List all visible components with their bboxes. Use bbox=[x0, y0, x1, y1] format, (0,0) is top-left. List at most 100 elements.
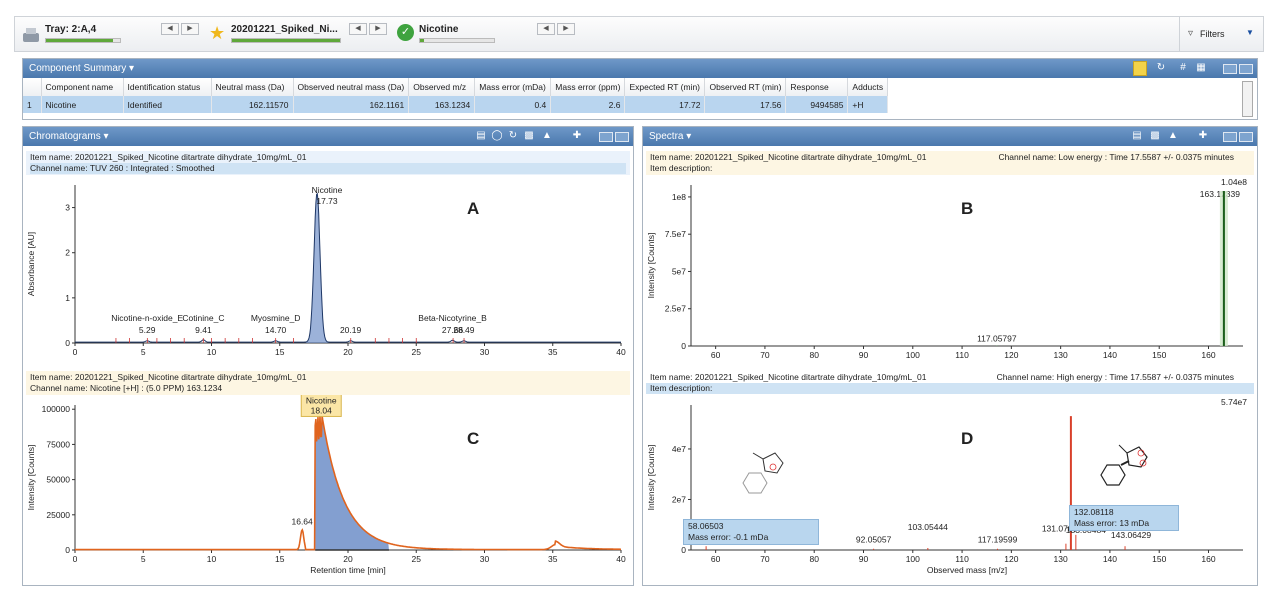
column-header[interactable]: Component name bbox=[41, 78, 124, 96]
table-cell: 162.11570 bbox=[211, 96, 294, 113]
toolbar-refresh-icon[interactable]: ↻ bbox=[508, 130, 518, 141]
column-header[interactable]: Observed neutral mass (Da) bbox=[293, 78, 410, 96]
column-header[interactable]: Expected RT (min) bbox=[624, 78, 706, 96]
filters-button[interactable]: ▿ Filters ▼ bbox=[1179, 17, 1263, 51]
component-summary-header[interactable]: Component Summary ▾ ↻ # ▦ bbox=[23, 59, 1257, 78]
toolbar-move-icon[interactable]: ✚ bbox=[572, 130, 582, 141]
peak-label: Beta-Nicotyrine_B bbox=[418, 313, 487, 323]
peak-rt-label: 27.66 bbox=[442, 325, 464, 335]
peak-label: Nicotine-n-oxide_E bbox=[111, 313, 183, 323]
fragment-structure-58 bbox=[742, 452, 784, 494]
x-tick-label: 110 bbox=[955, 554, 969, 564]
sample-next-button[interactable]: ▶ bbox=[369, 23, 387, 35]
x-tick-label: 35 bbox=[548, 347, 558, 357]
column-header[interactable]: Observed RT (min) bbox=[704, 78, 787, 96]
export-icon[interactable]: ▦ bbox=[1196, 62, 1206, 73]
fragment-label-58: 58.06503 Mass error: -0.1 mDa bbox=[683, 519, 819, 545]
column-header[interactable]: Mass error (ppm) bbox=[550, 78, 626, 96]
window-buttons[interactable] bbox=[1221, 130, 1253, 149]
column-header[interactable]: Observed m/z bbox=[408, 78, 476, 96]
x-tick-label: 10 bbox=[207, 554, 217, 564]
column-header[interactable]: Neutral mass (Da) bbox=[211, 78, 294, 96]
chromatograms-header[interactable]: Chromatograms ▾ ▤ ◯ ↻ ▩ ▲ ✚ bbox=[23, 127, 633, 146]
column-header[interactable] bbox=[23, 78, 42, 96]
plate-icon bbox=[23, 28, 39, 42]
window-buttons[interactable] bbox=[1221, 62, 1253, 81]
x-tick-label: 20 bbox=[343, 347, 353, 357]
maximize-icon[interactable] bbox=[1239, 64, 1253, 74]
toolbar-doc-icon[interactable]: ▤ bbox=[1132, 130, 1142, 141]
tray-item-plate[interactable]: Tray: 2:A,4 ◀ ▶ bbox=[21, 23, 201, 49]
column-header[interactable]: Adducts bbox=[847, 78, 889, 96]
x-tick-label: 25 bbox=[412, 554, 422, 564]
toolbar-chart-icon[interactable]: ▩ bbox=[1150, 130, 1160, 141]
chromatograms-panel: Chromatograms ▾ ▤ ◯ ↻ ▩ ▲ ✚ Item name: 2… bbox=[22, 126, 634, 586]
hash-icon[interactable]: # bbox=[1180, 62, 1186, 73]
toolbar-move-icon[interactable]: ✚ bbox=[1198, 130, 1208, 141]
peak-mass-label: 92.05057 bbox=[856, 535, 892, 545]
link-icon[interactable]: ↻ bbox=[1156, 62, 1166, 73]
x-tick-label: 0 bbox=[73, 347, 78, 357]
peak-area bbox=[315, 415, 389, 550]
spectra-header[interactable]: Spectra ▾ ▤ ▩ ▲ ✚ bbox=[643, 127, 1257, 146]
panel-letter-c: C bbox=[467, 429, 480, 448]
chromatograms-title: Chromatograms bbox=[29, 131, 101, 142]
window-buttons[interactable] bbox=[597, 130, 629, 149]
tray-prev-button[interactable]: ◀ bbox=[161, 23, 179, 35]
spectrum-b-info: Item name: 20201221_Spiked_Nicotine dita… bbox=[646, 151, 1254, 175]
table-scrollbar[interactable] bbox=[1242, 81, 1253, 117]
y-tick-label: 0 bbox=[681, 341, 686, 351]
tray-item-sample[interactable]: ★ 20201221_Spiked_Ni... ◀ ▶ bbox=[209, 23, 399, 49]
x-tick-label: 120 bbox=[1004, 554, 1018, 564]
table-cell: Nicotine bbox=[41, 96, 124, 113]
x-tick-label: 100 bbox=[906, 350, 920, 360]
column-header[interactable]: Identification status bbox=[123, 78, 212, 96]
minimize-icon[interactable] bbox=[599, 132, 613, 142]
column-header[interactable]: Response bbox=[785, 78, 849, 96]
spectrum-b-chart[interactable]: 60 70 80 90 100 110 120 130 140 150 160 0 2.5e7 5e7 7.… bbox=[643, 175, 1257, 371]
chromatogram-c-chart[interactable]: 0 5 10 15 20 25 30 35 40 0 25000 50000 75000 100000 In… bbox=[23, 395, 633, 585]
filter-icon: ▿ bbox=[1188, 28, 1194, 39]
component-summary-title: Component Summary bbox=[29, 63, 127, 74]
component-summary-table: Component name Identification status Neutr… bbox=[23, 78, 889, 113]
fragment-error: Mass error: -0.1 mDa bbox=[688, 532, 769, 542]
star-icon: ★ bbox=[209, 23, 226, 43]
info-icon[interactable] bbox=[1133, 61, 1147, 76]
tray-item-component[interactable]: ✓ Nicotine ◀ ▶ bbox=[397, 23, 587, 49]
column-header[interactable]: Mass error (mDa) bbox=[474, 78, 552, 96]
tray-next-button[interactable]: ▶ bbox=[181, 23, 199, 35]
toolbar-export-icon[interactable]: ▲ bbox=[542, 130, 552, 141]
tray-item-sample-progress bbox=[231, 38, 341, 43]
x-tick-label: 100 bbox=[906, 554, 920, 564]
toolbar-peak-icon[interactable]: ◯ bbox=[491, 130, 503, 141]
peak-label-box bbox=[300, 395, 342, 417]
table-cell: 17.72 bbox=[624, 96, 706, 113]
tray-bar: Tray: 2:A,4 ◀ ▶ ★ 20201221_Spiked_Ni... … bbox=[14, 16, 1264, 52]
x-tick-label: 140 bbox=[1103, 350, 1117, 360]
toolbar-chart-icon[interactable]: ▩ bbox=[524, 130, 534, 141]
table-cell: 162.1161 bbox=[293, 96, 410, 113]
item-name: Item name: 20201221_Spiked_Nicotine dita… bbox=[30, 152, 307, 162]
maximize-icon[interactable] bbox=[615, 132, 629, 142]
spectra-title: Spectra bbox=[649, 131, 684, 142]
chromatogram-a-info: Item name: 20201221_Spiked_Nicotine dita… bbox=[26, 151, 630, 175]
component-next-button[interactable]: ▶ bbox=[557, 23, 575, 35]
peak-mass-label: 117.19599 bbox=[978, 535, 1018, 545]
toolbar-export-icon[interactable]: ▲ bbox=[1168, 130, 1178, 141]
y-tick-label: 0 bbox=[65, 545, 70, 555]
table-row[interactable]: 1 Nicotine Identified 162.11570 162.1161 163.… bbox=[23, 96, 889, 113]
item-name: Item name: 20201221_Spiked_Nicotine dita… bbox=[650, 152, 927, 162]
channel-name: Channel name: Nicotine [+H] : (5.0 PPM) … bbox=[30, 383, 223, 393]
maximize-icon[interactable] bbox=[1239, 132, 1253, 142]
toolbar-doc-icon[interactable]: ▤ bbox=[476, 130, 486, 141]
chromatogram-a-chart[interactable]: 0 5 10 15 20 25 30 35 40 0 1 2 3 Absorbance [AU] Nicot… bbox=[23, 175, 633, 371]
minimize-icon[interactable] bbox=[1223, 132, 1237, 142]
sample-prev-button[interactable]: ◀ bbox=[349, 23, 367, 35]
fragment-mass: 132.08118 bbox=[1074, 507, 1114, 517]
peak-rt-label: 14.70 bbox=[265, 325, 287, 335]
y-tick-label: 0 bbox=[65, 338, 70, 348]
minimize-icon[interactable] bbox=[1223, 64, 1237, 74]
tray-item-component-progress bbox=[419, 38, 495, 43]
peak-rt-label: 5.29 bbox=[139, 325, 156, 335]
component-prev-button[interactable]: ◀ bbox=[537, 23, 555, 35]
